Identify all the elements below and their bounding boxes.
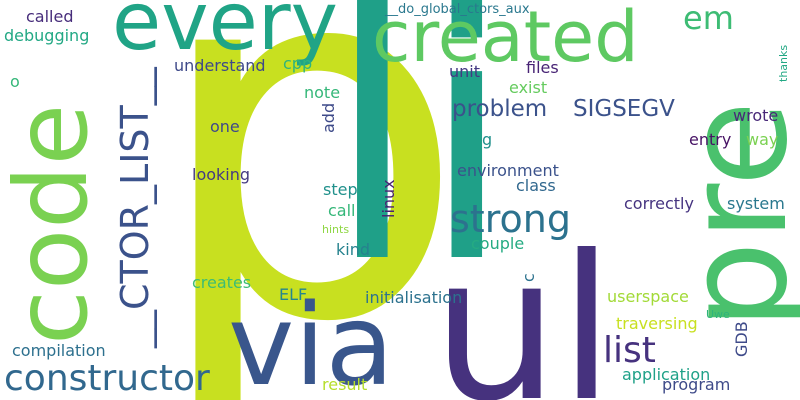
word-problem: problem <box>452 96 548 122</box>
word-hints: hints <box>322 223 350 236</box>
word-every: every <box>112 0 339 68</box>
word-one: one <box>210 117 240 136</box>
word-c: c <box>519 273 538 282</box>
word-created: created <box>372 0 639 78</box>
word-linux: linux <box>379 179 398 218</box>
word-elf: ELF <box>279 285 308 304</box>
word-step: step <box>323 180 358 199</box>
word-code: code <box>0 103 110 345</box>
word-do-global-ctors-aux: __do_global_ctors_aux <box>385 2 530 17</box>
word-exist: exist <box>509 78 548 97</box>
word-program: program <box>662 375 731 394</box>
word-entry: entry <box>689 130 732 149</box>
word-note: note <box>304 83 341 102</box>
word-strong: strong <box>450 197 571 241</box>
word-ctor-list: __CTOR_LIST__ <box>113 67 157 348</box>
word-initialisation: initialisation <box>365 288 463 307</box>
word-em: em <box>683 0 734 37</box>
word-compilation: compilation <box>12 341 106 360</box>
word-wrote: wrote <box>733 106 779 125</box>
word-environment: environment <box>457 161 559 180</box>
word-application: application <box>622 365 711 384</box>
word-class: class <box>516 176 556 195</box>
word-gdb: GDB <box>732 321 751 357</box>
word-constructor: constructor <box>4 358 210 399</box>
word-add: add <box>319 102 338 133</box>
word-list: list <box>603 330 656 371</box>
word-uwe: Uwe <box>706 308 730 321</box>
word-userspace: userspace <box>607 287 689 306</box>
word-g: g <box>482 130 493 149</box>
word-creates: creates <box>192 273 252 292</box>
word-looking: looking <box>192 165 251 184</box>
word-called: called <box>26 7 74 26</box>
word-unit: unit <box>449 62 480 81</box>
word-call: call <box>328 201 356 220</box>
word-li: li <box>325 0 514 338</box>
word-ul: ul <box>432 213 615 400</box>
word-thanks: thanks <box>777 44 790 82</box>
word-o: o <box>10 72 20 91</box>
word-understand: understand <box>174 56 266 75</box>
word-traversing: traversing <box>616 314 698 333</box>
word-correctly: correctly <box>624 194 694 213</box>
word-via: via <box>228 281 395 400</box>
word-sigsegv: SIGSEGV <box>573 96 675 122</box>
word-cpp: cpp <box>283 54 313 73</box>
word-system: system <box>727 194 785 213</box>
word-p: p <box>150 0 468 400</box>
word-result: result <box>322 375 368 394</box>
word-debugging: debugging <box>4 26 90 45</box>
word-couple: couple <box>471 234 525 253</box>
word-files: files <box>526 58 559 77</box>
word-way: way <box>746 130 779 149</box>
word-kind: kind <box>336 240 371 259</box>
